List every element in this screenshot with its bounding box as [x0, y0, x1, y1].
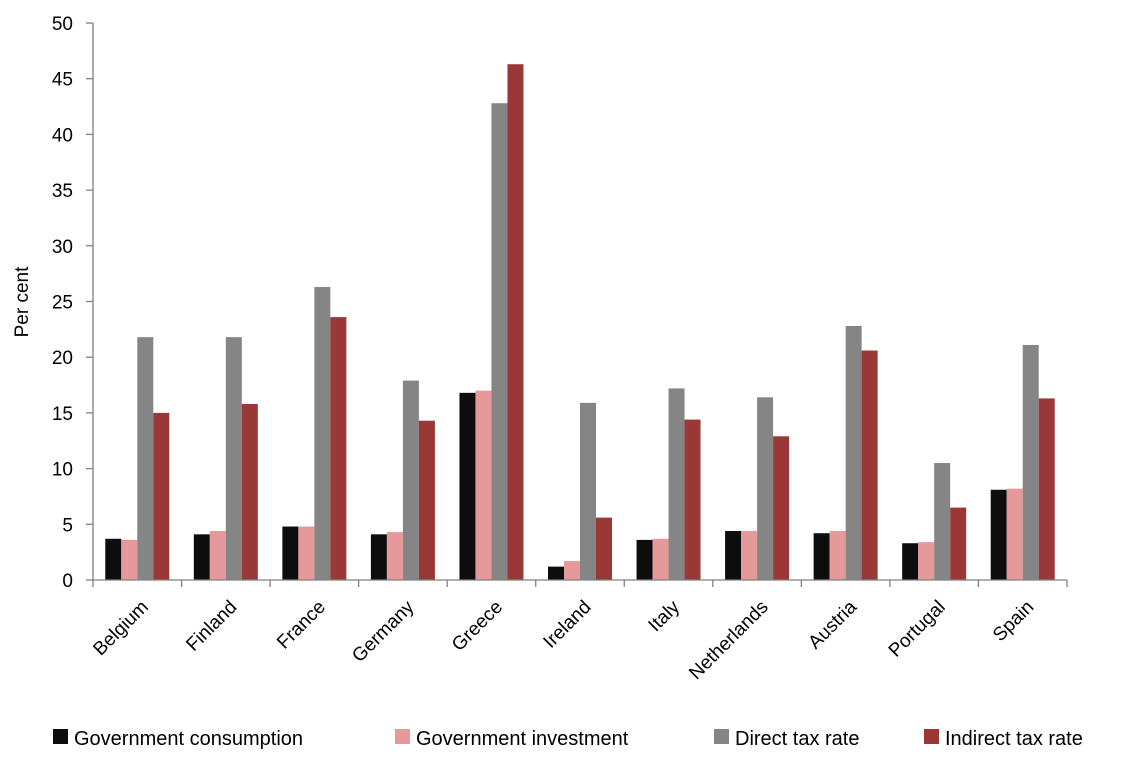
- bar-france-government-investment: [298, 526, 315, 580]
- bar-spain-indirect-tax-rate: [1038, 398, 1055, 580]
- bar-portugal-direct-tax-rate: [934, 463, 951, 580]
- x-tick-label-finland: Finland: [182, 597, 241, 656]
- y-tick-label: 0: [62, 571, 73, 592]
- y-tick-label: 45: [52, 70, 73, 91]
- bars-layer: [105, 64, 1055, 580]
- bar-finland-government-consumption: [193, 534, 210, 580]
- bar-greece-government-consumption: [459, 392, 476, 580]
- bar-greece-direct-tax-rate: [491, 103, 508, 580]
- x-tick-label-portugal: Portugal: [885, 597, 950, 662]
- bar-greece-indirect-tax-rate: [507, 64, 524, 580]
- bar-belgium-direct-tax-rate: [137, 337, 154, 580]
- bar-france-indirect-tax-rate: [330, 317, 347, 580]
- y-tick-label: 5: [62, 515, 73, 536]
- x-tick-label-netherlands: Netherlands: [685, 597, 772, 684]
- bar-austria-direct-tax-rate: [845, 326, 862, 580]
- bar-germany-direct-tax-rate: [402, 380, 419, 580]
- bar-netherlands-direct-tax-rate: [757, 397, 774, 580]
- bar-germany-government-consumption: [370, 534, 387, 580]
- y-tick-label: 50: [52, 14, 73, 35]
- bar-germany-government-investment: [386, 532, 403, 580]
- legend-swatch: [714, 729, 729, 744]
- bar-finland-government-investment: [209, 530, 226, 580]
- bar-italy-indirect-tax-rate: [684, 419, 701, 580]
- bar-netherlands-indirect-tax-rate: [773, 436, 790, 580]
- y-tick-label: 35: [52, 181, 73, 202]
- legend-swatch: [395, 729, 410, 744]
- bar-ireland-government-investment: [564, 561, 580, 580]
- bar-italy-direct-tax-rate: [668, 388, 685, 580]
- y-tick-label: 25: [52, 293, 73, 314]
- bar-portugal-indirect-tax-rate: [950, 507, 967, 580]
- bar-ireland-government-consumption: [548, 566, 564, 580]
- bar-belgium-government-investment: [121, 539, 138, 580]
- bar-spain-government-investment: [1006, 488, 1023, 580]
- bar-italy-government-investment: [652, 538, 669, 580]
- bar-ireland-indirect-tax-rate: [596, 517, 612, 580]
- x-tick-label-austria: Austria: [805, 596, 862, 653]
- x-axis-ticks: Belgium Finland France Germany Greece Ireland…: [89, 580, 1068, 684]
- legend-swatch: [924, 729, 939, 744]
- x-tick-label-germany: Germany: [348, 596, 418, 666]
- x-tick-label-italy: Italy: [645, 596, 685, 636]
- bar-france-direct-tax-rate: [314, 287, 331, 580]
- y-tick-label: 20: [52, 348, 73, 369]
- bar-portugal-government-consumption: [902, 543, 919, 580]
- bar-spain-direct-tax-rate: [1022, 344, 1039, 580]
- bar-austria-indirect-tax-rate: [861, 350, 878, 580]
- bar-austria-government-consumption: [813, 533, 830, 580]
- bar-italy-government-consumption: [636, 539, 653, 580]
- x-tick-label-france: France: [273, 597, 330, 654]
- bar-netherlands-government-investment: [741, 530, 758, 580]
- legend-swatch: [53, 729, 68, 744]
- x-tick-label-greece: Greece: [448, 597, 507, 656]
- bar-belgium-government-consumption: [105, 538, 122, 580]
- y-axis-ticks: 0 5 10 15 20 25 30 35 40 45 50: [52, 14, 93, 592]
- bar-belgium-indirect-tax-rate: [153, 412, 170, 580]
- bar-ireland-direct-tax-rate: [580, 402, 596, 580]
- y-tick-label: 15: [52, 404, 73, 425]
- y-tick-label: 10: [52, 460, 73, 481]
- bar-germany-indirect-tax-rate: [418, 420, 435, 580]
- legend: Government consumption Government investm…: [53, 728, 1083, 750]
- x-tick-label-belgium: Belgium: [89, 597, 152, 660]
- x-tick-label-ireland: Ireland: [540, 597, 596, 653]
- legend-label: Government investment: [416, 728, 629, 750]
- bar-austria-government-investment: [829, 530, 846, 580]
- bar-finland-direct-tax-rate: [225, 337, 242, 580]
- bar-greece-government-investment: [475, 390, 492, 580]
- bar-finland-indirect-tax-rate: [241, 403, 258, 580]
- bar-spain-government-consumption: [990, 489, 1007, 580]
- bar-france-government-consumption: [282, 526, 299, 580]
- legend-label: Indirect tax rate: [945, 728, 1083, 750]
- y-tick-label: 40: [52, 125, 73, 146]
- y-tick-label: 30: [52, 237, 73, 258]
- bar-portugal-government-investment: [918, 542, 935, 580]
- bar-netherlands-government-consumption: [725, 530, 742, 580]
- y-axis-title: Per cent: [12, 266, 33, 337]
- legend-label: Government consumption: [74, 728, 303, 750]
- legend-label: Direct tax rate: [735, 728, 859, 750]
- x-tick-label-spain: Spain: [989, 597, 1038, 646]
